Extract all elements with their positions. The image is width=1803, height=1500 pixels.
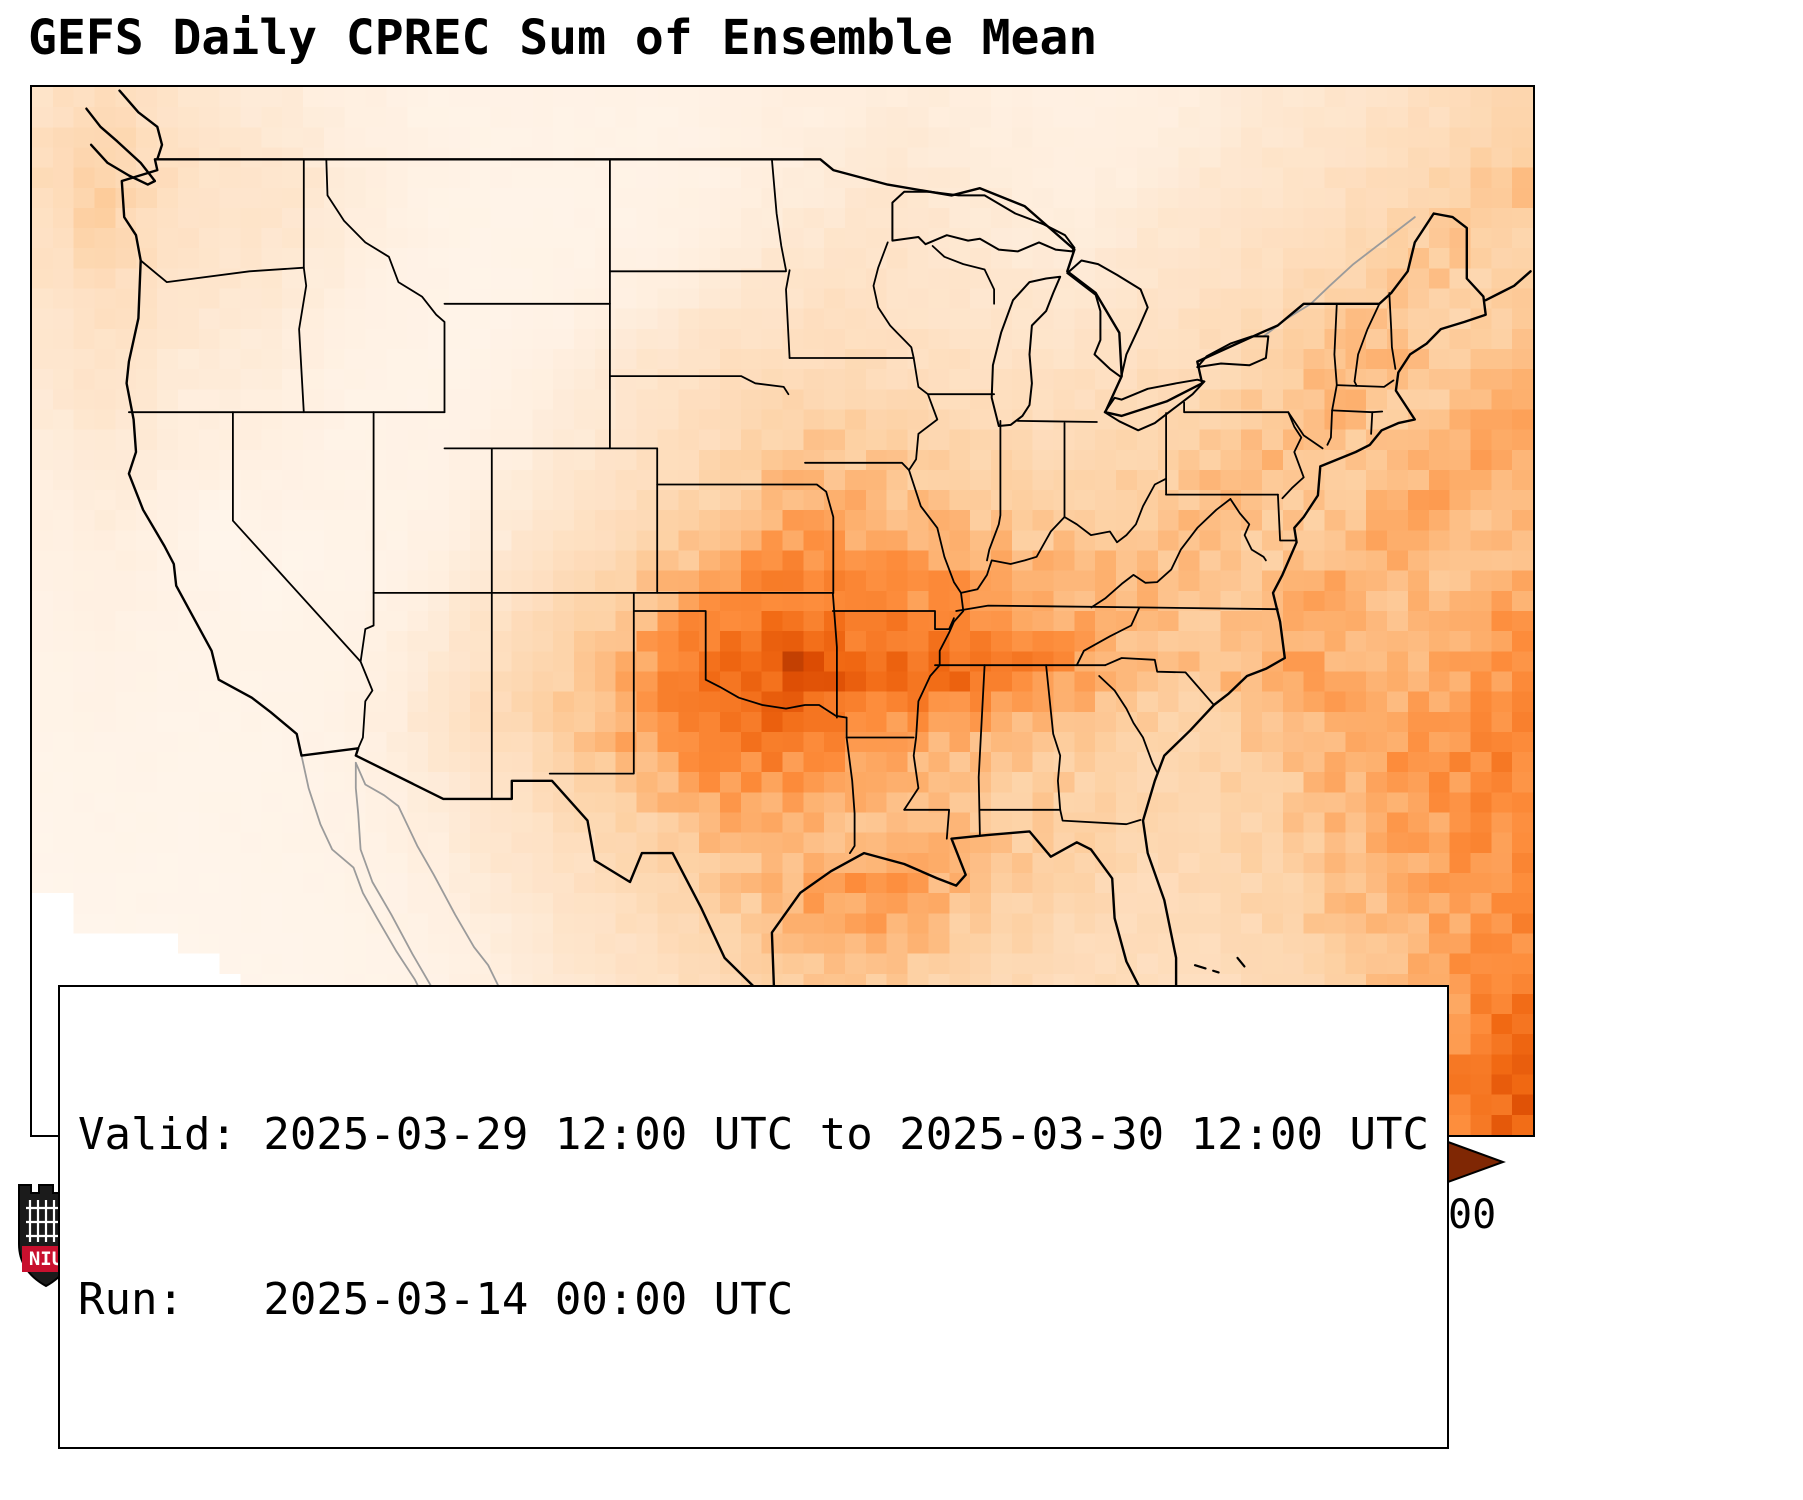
- forecast-info-box: Valid: 2025-03-29 12:00 UTC to 2025-03-3…: [58, 985, 1450, 1449]
- canada-coastlines: [85, 89, 1532, 302]
- us-coastline: [120, 158, 1487, 1021]
- map-boundaries: [85, 89, 1532, 1133]
- precipitation-heatmap: [32, 87, 1533, 1135]
- colorbar-over-arrow: [1447, 1140, 1506, 1184]
- niu-logo-text: NIU: [29, 1248, 63, 1270]
- page-title: GEFS Daily CPREC Sum of Ensemble Mean: [28, 10, 1098, 66]
- valid-time-line: Valid: 2025-03-29 12:00 UTC to 2025-03-3…: [78, 1109, 1430, 1160]
- great-lakes: [891, 190, 1270, 432]
- precip-map: Valid: 2025-03-29 12:00 UTC to 2025-03-3…: [30, 85, 1535, 1449]
- state-boundaries: [128, 158, 1397, 854]
- run-time-line: Run: 2025-03-14 00:00 UTC: [78, 1274, 794, 1325]
